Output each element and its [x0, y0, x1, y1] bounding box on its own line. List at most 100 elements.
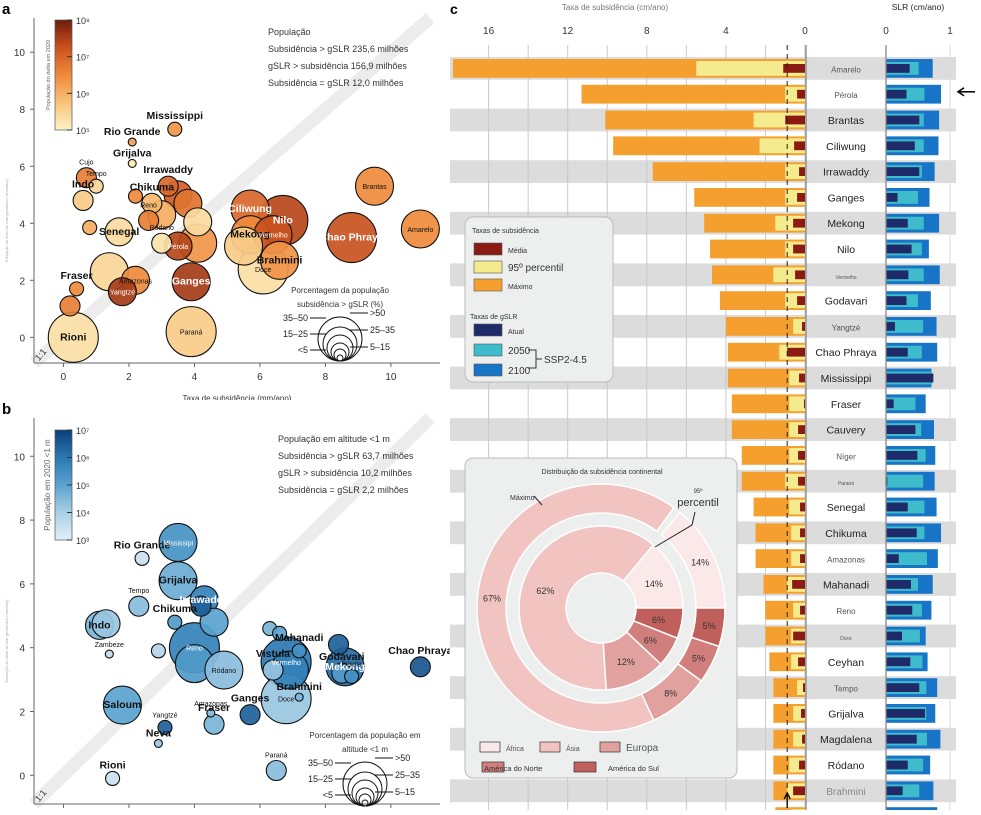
bar-row: Doce [765, 626, 926, 646]
bar-slr-current [886, 451, 918, 460]
bar-slr-2050 [886, 320, 924, 333]
bar-slr-current [886, 399, 894, 409]
colorbar-tick-label: 10⁶ [76, 89, 90, 99]
bar-label: Vermelho [835, 275, 856, 281]
legend-item-label: 2100 [508, 366, 531, 377]
bar-mean [802, 734, 805, 744]
legend-title-subsidence: Taxas de subsidência [472, 228, 539, 235]
bubble-amarelo [400, 209, 440, 249]
bar-mean [798, 451, 805, 460]
bar-slr-current [886, 64, 910, 73]
donut-legend-swatch [573, 761, 597, 773]
colorbar-tick-label: 10⁶ [76, 454, 90, 464]
bar-row: Mahanadi [763, 575, 933, 594]
bubble-paraná [165, 306, 217, 358]
bubble-label: Brahmini [257, 254, 303, 266]
bubble-unlabeled [183, 207, 213, 237]
bubble-label: Nilo [273, 214, 293, 226]
bubble-label: Amazonas [119, 278, 153, 285]
bubble-label: Ciliwung [228, 203, 272, 215]
size-legend-label: 35–50 [308, 758, 333, 768]
bubble-grijalva [127, 158, 137, 168]
x-tick-label-right: 1 [947, 26, 953, 37]
summary-title: População [268, 27, 311, 37]
legend-box: Taxas de subsidência Média 95º percentil Má… [464, 216, 614, 383]
bar-mean [797, 193, 805, 202]
colorbar-tick-label: 10⁷ [76, 426, 89, 436]
y-tick-label: 6 [19, 580, 25, 591]
colorbar-title: População em 2020 <1 m [43, 439, 52, 531]
legend-item-label: Média [508, 248, 527, 255]
bar-row: Níger [741, 446, 936, 465]
bar-row: Mississippi [727, 368, 934, 388]
legend-title-slr: Taxas de gSLR [470, 314, 517, 321]
bar-mean [793, 244, 805, 254]
donut-pct-label: 5% [692, 654, 705, 664]
bubble-tempo [88, 178, 104, 194]
x-tick-label-left: 8 [644, 26, 650, 37]
bar-row: Grijalva [773, 704, 936, 723]
bar-row: Yangtzé [725, 317, 937, 336]
bar-mean [793, 631, 805, 641]
bubble-rio-grande [134, 550, 150, 566]
summary-title: População em altitude <1 m [278, 434, 390, 444]
y-tick-label: 2 [19, 707, 25, 718]
donut-legend-label: Europa [626, 743, 659, 754]
bubble-ganges [239, 704, 261, 726]
x-axis-label: Taxa de subsidência (mm/ano) [183, 394, 292, 400]
bubble-brahmini [294, 692, 304, 702]
colorbar-tick-label: 10⁵ [76, 126, 90, 136]
bar-slr-current [886, 605, 913, 615]
x-axis-label-right: SLR (cm/ano) [892, 2, 945, 12]
bubble-ganges [171, 262, 211, 302]
size-legend-label: <5 [298, 345, 308, 355]
bubble-label: Rioni [99, 759, 125, 771]
bubble-label: Vistula [256, 648, 290, 660]
bar-slr-current [886, 89, 907, 99]
bar-mean [799, 167, 805, 176]
donut-inner-label: percentil [677, 497, 719, 509]
colorbar-title: População do delta em 2020 [46, 40, 52, 110]
bubble-label: Vermelho [271, 660, 301, 667]
bubble-grijalva [158, 561, 198, 601]
bubble-label: Grijalva [159, 575, 198, 587]
donut-legend-swatch [599, 741, 621, 753]
donut-legend-swatch [481, 761, 505, 773]
bar-p95 [793, 731, 805, 747]
bar-row: Pérola [581, 84, 942, 104]
size-legend-label: >50 [370, 308, 385, 318]
size-legend-title: Porcentagem da população em [309, 731, 421, 740]
bubble-fraser [203, 713, 225, 735]
bar-slr-current [886, 502, 908, 512]
bubble-label: Vermelho [258, 233, 288, 240]
bubble-label: Ródano [212, 668, 237, 675]
arrow-up-icon [783, 791, 791, 808]
bubble-zambeze [104, 649, 114, 659]
legend-background [464, 216, 614, 383]
legend-swatch [473, 343, 503, 357]
donut-pct-label: 14% [691, 557, 709, 567]
summary-line: Subsidência > gSLR 235,6 milhões [268, 44, 409, 54]
y-tick-label: 8 [19, 105, 25, 116]
bar-row: Tempo [773, 678, 938, 697]
donut-legend-label: África [506, 744, 524, 753]
bubble-brantas [354, 166, 395, 206]
row-band [450, 418, 956, 441]
size-legend-label: 15–25 [308, 774, 333, 784]
bubble-label: Senegal [99, 226, 139, 238]
size-legend-circle [317, 316, 363, 362]
bar-max [710, 239, 805, 259]
y-tick-label: 0 [19, 771, 25, 782]
panel-c-bars: c Taxa de subsidência (cm/ano) SLR (cm/ano… [450, 0, 981, 815]
bubble-label: Cujo [79, 160, 94, 167]
x-tick-label-left: 4 [723, 26, 729, 37]
bar-label: Mahanadi [823, 579, 869, 591]
bar-slr-current [886, 554, 899, 563]
size-legend-label: >50 [395, 753, 410, 763]
bar-slr-current [886, 115, 920, 125]
legend-bracket [528, 349, 542, 369]
bar-max [725, 317, 805, 336]
bubble-label: Reno [186, 646, 203, 653]
